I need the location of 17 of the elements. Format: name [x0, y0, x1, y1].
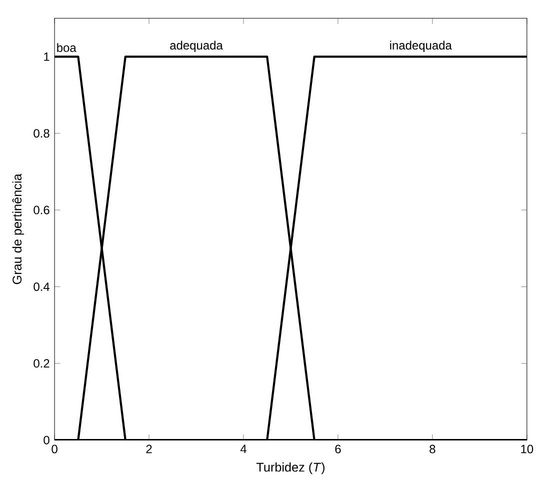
- x-tick-label: 10: [521, 444, 534, 454]
- y-tick-label: 0.6: [34, 206, 50, 214]
- series-label: boa: [57, 43, 76, 52]
- series-label: inadequada: [390, 40, 452, 52]
- x-tick-label: 8: [430, 444, 436, 454]
- y-tick-label: 0: [44, 436, 50, 444]
- x-tick-label: 6: [335, 444, 341, 454]
- x-axis-title: Turbidez (T): [256, 462, 324, 474]
- y-tick-label: 0.2: [34, 359, 50, 368]
- series-label: adequada: [170, 40, 223, 52]
- x-tick-label: 0: [52, 444, 58, 454]
- x-tick-label: 2: [146, 444, 152, 454]
- y-tick-label: 0.4: [34, 282, 50, 291]
- y-tick-label: 0.8: [34, 129, 50, 138]
- y-tick-label: 1: [44, 52, 50, 61]
- y-axis-title: Grau de pertinência: [12, 174, 24, 284]
- x-tick-label: 4: [240, 444, 246, 454]
